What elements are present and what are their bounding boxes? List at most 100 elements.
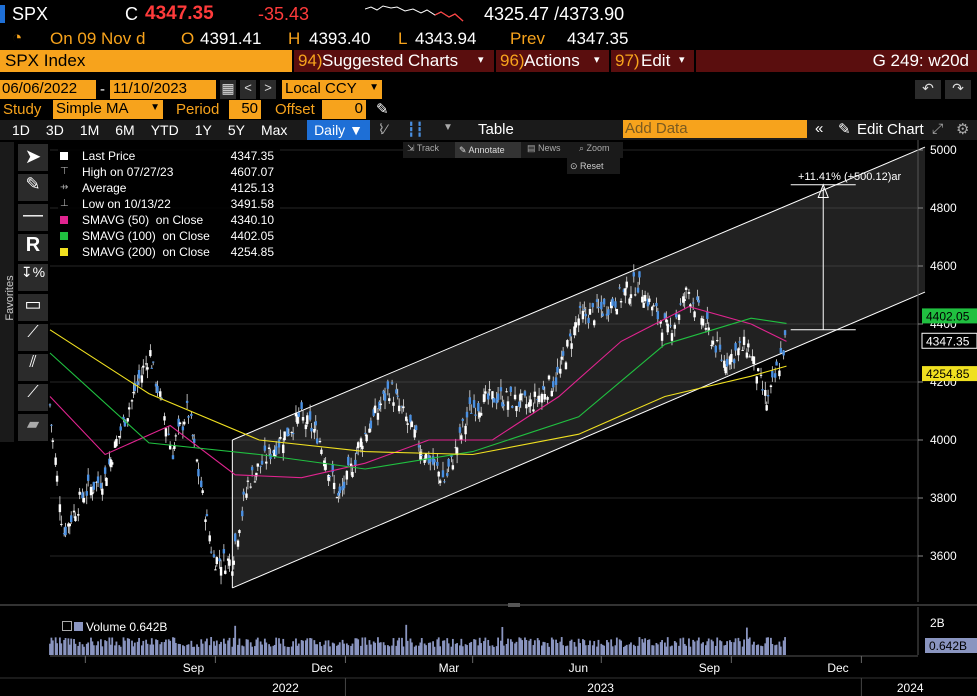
candle-body <box>543 394 546 400</box>
collapse-icon[interactable]: « <box>815 120 824 137</box>
calendar-icon[interactable]: ▦ <box>220 80 236 99</box>
period-tab-ytd[interactable]: YTD <box>150 122 179 138</box>
candle-body <box>519 393 522 401</box>
redo-icon[interactable]: ↷ <box>945 80 971 99</box>
favorites-tab[interactable]: Favorites <box>0 142 16 442</box>
suggested-charts-menu[interactable]: 94) Suggested Charts ▾ <box>294 50 494 72</box>
fib-icon[interactable]: ⟋ <box>18 384 48 411</box>
trendline-icon[interactable]: ⟋ <box>18 324 48 351</box>
zoom-button[interactable]: ⌕ Zoom <box>579 143 610 153</box>
period-tab-3d[interactable]: 3D <box>45 122 64 138</box>
caret-down-icon: ▾ <box>478 54 484 66</box>
volume-bar <box>73 638 75 655</box>
reset-button[interactable]: ⊙ Reset <box>567 158 620 174</box>
period-input[interactable]: 50 <box>229 100 261 119</box>
period-tab-1d[interactable]: 1D <box>12 122 30 138</box>
candle-body <box>591 303 595 308</box>
add-data-input[interactable]: Add Data <box>623 120 807 138</box>
actions-menu[interactable]: 96) Actions ▾ <box>496 50 609 72</box>
ticker[interactable]: SPX <box>12 4 49 24</box>
arc-icon[interactable]: ▰ <box>18 414 48 441</box>
candle-body <box>564 362 568 370</box>
period-tab-1y[interactable]: 1Y <box>194 122 212 138</box>
channel-upper-line[interactable] <box>232 146 926 441</box>
candle-body <box>496 393 500 401</box>
period-tab-6m[interactable]: 6M <box>115 122 135 138</box>
candle-body <box>291 432 295 435</box>
volume-bar <box>150 638 153 655</box>
candle-body <box>478 412 481 418</box>
pen-icon[interactable]: ✎ <box>18 174 48 201</box>
candle-chart-icon[interactable]: ┇┇ <box>407 121 424 137</box>
edit-menu[interactable]: 97) Edit ▾ <box>611 50 694 72</box>
period-tab-5y[interactable]: 5Y <box>227 122 245 138</box>
candle-body <box>632 272 636 277</box>
volume-bar <box>487 639 490 655</box>
checkbox-icon[interactable] <box>62 621 72 631</box>
candle-body <box>156 385 159 394</box>
candle-body <box>101 488 104 495</box>
panel-resize-handle[interactable] <box>508 603 520 607</box>
prev-period-button[interactable]: < <box>240 80 256 99</box>
rectangle-icon[interactable]: ▭ <box>18 294 48 321</box>
candle-body <box>341 485 344 491</box>
candle-body <box>547 375 551 380</box>
volume-bar <box>596 646 598 655</box>
horizontal-line-icon[interactable]: — <box>18 204 48 231</box>
frequency-select[interactable]: Daily ▼ <box>307 120 370 140</box>
volume-bar <box>160 642 163 655</box>
candle-body <box>429 457 432 462</box>
end-date-field[interactable]: 11/10/2023 <box>110 80 216 99</box>
candle-body <box>282 444 285 454</box>
channel-icon[interactable]: ⫽ <box>18 354 48 381</box>
period-tab-max[interactable]: Max <box>260 122 288 138</box>
volume-bar <box>323 644 326 655</box>
annotate-button[interactable]: ✎ Annotate <box>455 142 521 158</box>
candle-body <box>241 510 244 517</box>
period-tab-1m[interactable]: 1M <box>79 122 100 138</box>
track-button[interactable]: ⇲ Track <box>407 143 440 153</box>
candle-body <box>209 551 213 553</box>
offset-input[interactable]: 0 <box>322 100 366 119</box>
candle-body <box>710 344 713 346</box>
candle-body <box>300 402 303 410</box>
annotate-label: Annotate <box>468 145 505 155</box>
candle-body <box>619 301 623 303</box>
next-period-button[interactable]: > <box>260 80 276 99</box>
candle-body <box>219 566 223 576</box>
security-field[interactable]: SPX Index <box>0 50 292 72</box>
volume-bar <box>673 641 676 655</box>
volume-bar <box>666 637 669 655</box>
candle-body <box>561 351 565 356</box>
undo-icon[interactable]: ↶ <box>915 80 941 99</box>
sma-line-50[interactable] <box>49 306 787 479</box>
candle-body <box>232 560 235 565</box>
pencil-icon[interactable]: ✎ <box>376 101 389 118</box>
volume-bar <box>461 646 464 655</box>
edit-chart-button[interactable]: Edit Chart <box>857 121 924 138</box>
volume-bar <box>364 637 367 655</box>
table-button[interactable]: Table <box>478 121 514 138</box>
currency-select[interactable]: Local CCY ▼ <box>282 80 382 99</box>
line-chart-icon[interactable]: ⌇⁄ <box>378 121 388 137</box>
cursor-icon[interactable]: ➤ <box>18 144 48 171</box>
text-tool-icon[interactable]: R <box>18 234 48 261</box>
legend-label: Low on 10/13/22 <box>82 197 171 211</box>
percent-tool-icon[interactable]: ↧% <box>18 264 48 291</box>
sma-line-200[interactable] <box>49 329 787 456</box>
resize-icon[interactable]: ⤢ <box>932 120 944 136</box>
start-date-field[interactable]: 06/06/2022 <box>0 80 96 99</box>
news-button[interactable]: ▤ News <box>527 143 561 153</box>
study-select[interactable]: Simple MA ▼ <box>53 100 163 119</box>
volume-bar <box>782 640 785 655</box>
candle-body <box>55 475 59 482</box>
settings-gear-icon[interactable]: ⚙ <box>956 121 970 138</box>
candle-body <box>159 391 162 397</box>
sma-line-100[interactable] <box>49 317 787 470</box>
caret-down-icon[interactable]: ▼ <box>443 122 453 133</box>
candle-body <box>92 481 96 490</box>
candle-body <box>297 412 300 417</box>
channel-lower-line[interactable] <box>232 291 926 589</box>
month-label: Dec <box>311 661 332 675</box>
candle-body <box>361 445 364 450</box>
